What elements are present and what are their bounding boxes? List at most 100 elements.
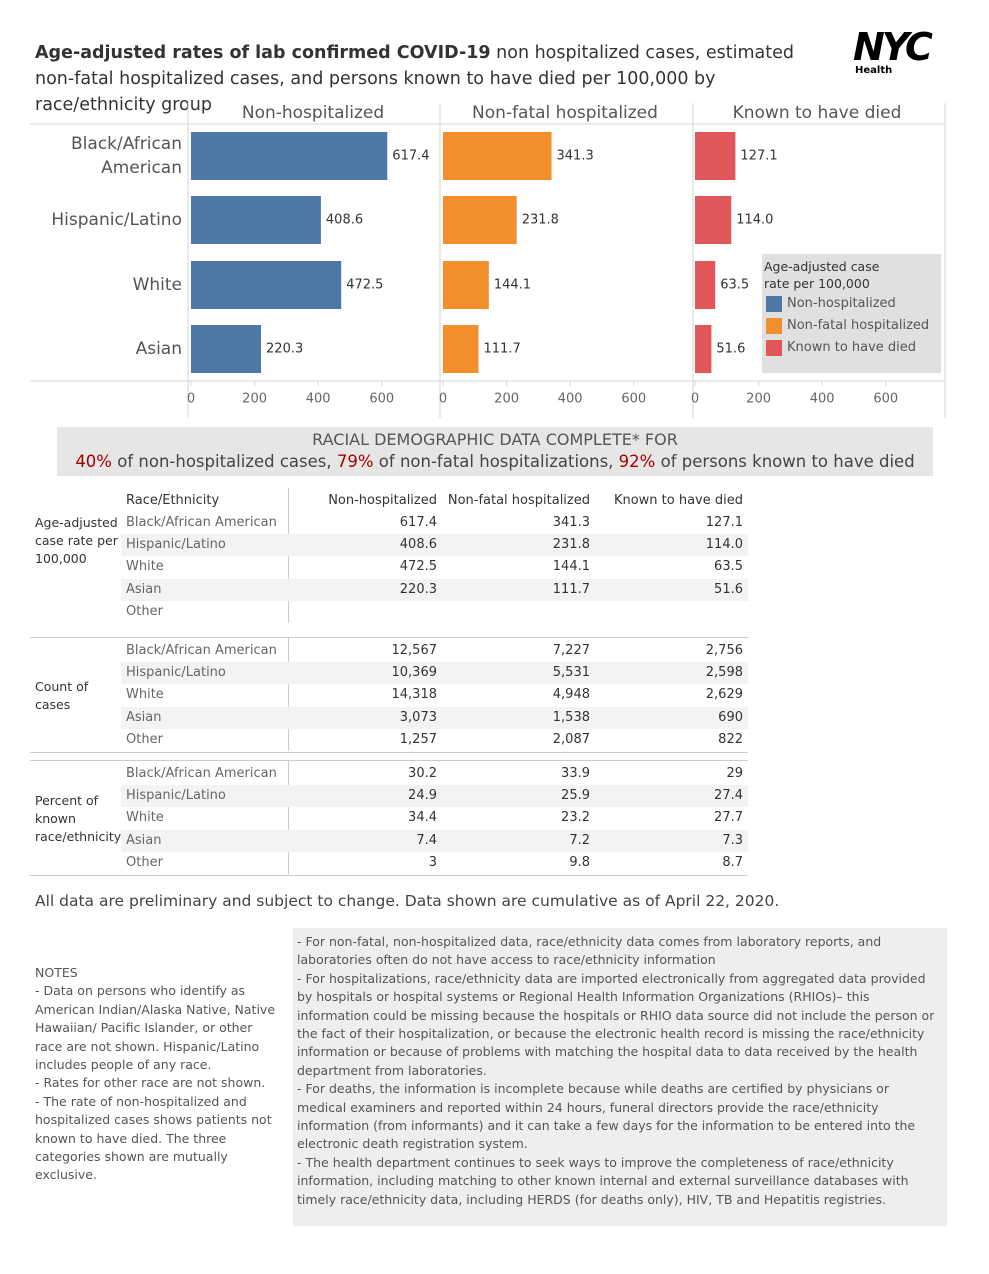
notes-title: NOTES (35, 965, 78, 980)
cell: 7.3 (722, 832, 743, 848)
cell: 220.3 (399, 581, 437, 597)
column-header: Known to have died (613, 493, 743, 508)
cell: Black/African American (126, 643, 277, 658)
banner-line: 40% of non-hospitalized cases, 79% of no… (57, 452, 933, 471)
banner-text: of non-hospitalized cases, (112, 452, 337, 471)
cell: 27.4 (714, 788, 743, 804)
column-header: Non-hospitalized (328, 493, 437, 508)
legend-swatch (766, 340, 782, 356)
legend-label: Non-hospitalized (787, 296, 896, 311)
divider (30, 752, 748, 753)
row-stripe (121, 662, 748, 685)
banner-text: of non-fatal hospitalizations, (373, 452, 619, 471)
x-tick-label: 0 (691, 392, 699, 407)
detail-item: - The health department continues to see… (297, 1154, 909, 1207)
cell: 127.1 (705, 515, 743, 530)
legend-label: Non-fatal hospitalized (787, 318, 930, 333)
data-label: 341.3 (557, 149, 594, 164)
data-label: 231.8 (522, 213, 559, 228)
cell: 7.2 (569, 832, 590, 848)
data-label: 114.0 (736, 213, 773, 228)
x-tick-label: 0 (439, 392, 447, 407)
cell: Hispanic/Latino (126, 788, 226, 804)
data-label: 144.1 (494, 278, 531, 293)
cell: 14,318 (391, 687, 438, 703)
detail-item: - For deaths, the information is incompl… (297, 1081, 916, 1152)
cell: White (126, 687, 164, 703)
cell: Asian (126, 581, 162, 597)
legend-swatch (766, 296, 782, 312)
bar (443, 132, 552, 180)
section-label: Count of cases (35, 678, 89, 712)
title-regular: non hospitalized cases, estimated non-fa… (35, 43, 794, 115)
cell: 30.2 (408, 766, 437, 781)
x-tick-label: 400 (810, 392, 835, 407)
cell: 7.4 (416, 832, 437, 848)
data-label: 51.6 (716, 342, 745, 357)
note-item: - Rates for other race are not shown. (35, 1075, 266, 1091)
cell: 408.6 (399, 537, 437, 553)
cell: Hispanic/Latino (126, 665, 226, 681)
bar (695, 325, 712, 373)
x-tick-label: 600 (873, 392, 898, 407)
row-stripe (121, 578, 748, 601)
cell: 23.2 (561, 810, 590, 826)
category-label: Asian (135, 339, 182, 359)
banner-heading: RACIAL DEMOGRAPHIC DATA COMPLETE* FOR (312, 430, 678, 449)
cell: 33.9 (561, 766, 590, 781)
cell: 29 (726, 766, 743, 781)
cell: 114.0 (705, 537, 743, 553)
note-item: - Data on persons who identify as Americ… (35, 983, 276, 1073)
data-label: 111.7 (484, 342, 521, 357)
column-header: Non-fatal hospitalized (447, 493, 590, 508)
x-tick-label: 200 (746, 392, 771, 407)
legend-title: Age-adjusted case rate per 100,000 (764, 259, 880, 291)
divider (30, 875, 748, 876)
cell: 2,087 (552, 731, 590, 747)
bar (695, 261, 716, 309)
detail-item: - For non-fatal, non-hospitalized data, … (297, 934, 882, 968)
cell: Other (126, 731, 163, 747)
column-header: Race/Ethnicity (126, 493, 220, 508)
bar (191, 132, 388, 180)
cell: Hispanic/Latino (126, 537, 226, 553)
cell: 3,073 (399, 709, 437, 725)
bar (191, 325, 262, 373)
cell: 822 (718, 731, 743, 747)
data-label: 408.6 (326, 213, 363, 228)
cell: 27.7 (714, 810, 743, 826)
details: - For non-fatal, non-hospitalized data, … (293, 928, 947, 1226)
banner: RACIAL DEMOGRAPHIC DATA COMPLETE* FOR 40… (57, 427, 933, 476)
row-stripe (121, 706, 748, 729)
cell: 341.3 (552, 515, 590, 530)
cell: 10,369 (391, 665, 438, 681)
panel-title: Non-hospitalized (242, 103, 384, 123)
data-label: 220.3 (266, 342, 303, 357)
cell: 2,598 (705, 665, 743, 681)
x-tick-label: 400 (306, 392, 331, 407)
bar (443, 325, 479, 373)
cell: 2,629 (705, 687, 743, 703)
divider (288, 637, 289, 751)
chart: Non-hospitalized 0 200 400 600 617.4 408.6 472.… (30, 103, 946, 418)
row-stripe (121, 829, 748, 852)
cell: White (126, 810, 164, 826)
cell: Other (126, 603, 163, 619)
cell: 25.9 (561, 788, 590, 804)
x-tick-label: 200 (494, 392, 519, 407)
bar (695, 132, 736, 180)
legend-label: Known to have died (787, 340, 917, 355)
x-tick-label: 600 (621, 392, 646, 407)
cell: 34.4 (408, 810, 437, 826)
cell: 2,756 (705, 643, 743, 658)
cell: 472.5 (399, 559, 437, 575)
data-label: 63.5 (720, 278, 749, 293)
cell: 144.1 (552, 559, 590, 575)
footer: All data are preliminary and subject to … (35, 892, 780, 910)
cell: 9.8 (569, 854, 590, 870)
section-label: Age-adjusted case rate per 100,000 (35, 515, 118, 566)
category-label: Black/African American (71, 134, 182, 178)
data-label: 127.1 (740, 149, 777, 164)
panel-title: Known to have died (733, 103, 902, 123)
